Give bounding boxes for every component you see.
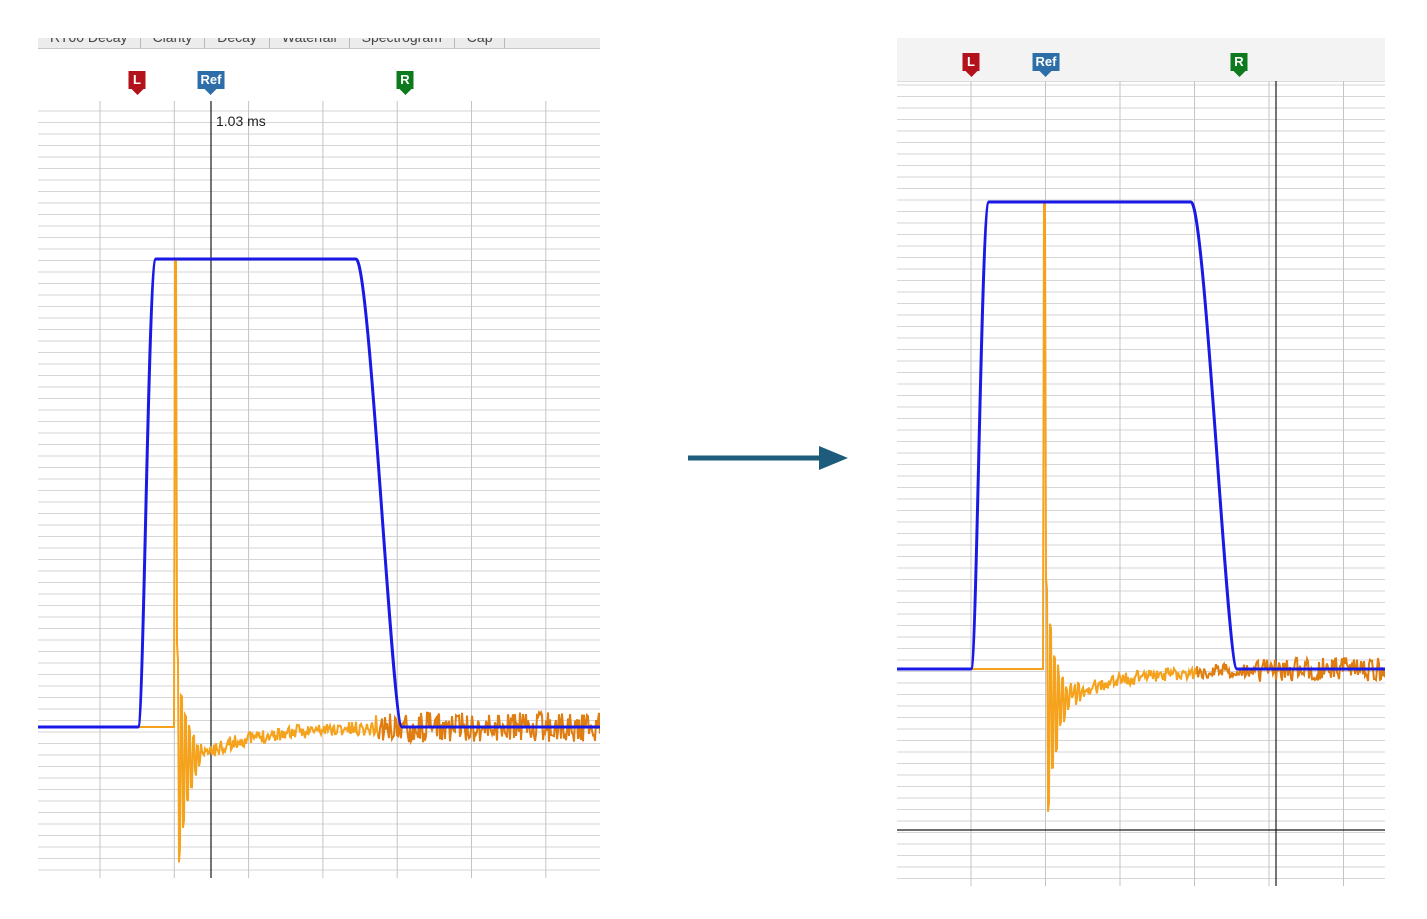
graph-panel-after: L Ref R bbox=[897, 38, 1385, 886]
tab-waterfall[interactable]: Waterfall bbox=[270, 38, 350, 48]
impulse-trace bbox=[897, 201, 1198, 812]
cursor-time-readout: 1.03 ms bbox=[216, 113, 266, 129]
tab-cap[interactable]: Cap bbox=[455, 38, 506, 48]
left-marker-label: L bbox=[962, 53, 980, 71]
tab-spectrogram[interactable]: Spectrogram bbox=[350, 38, 455, 48]
impulse-trace bbox=[38, 260, 379, 863]
ref-marker[interactable]: Ref bbox=[1032, 53, 1060, 77]
marker-pointer-icon bbox=[131, 89, 143, 95]
ref-marker-label: Ref bbox=[1032, 53, 1060, 71]
right-marker-label: R bbox=[396, 71, 414, 89]
impulse-trace bbox=[1196, 654, 1385, 683]
tab-clarity[interactable]: Clarity bbox=[141, 38, 206, 48]
marker-bar: L Ref R bbox=[38, 49, 600, 101]
tab-rt60-decay[interactable]: RT60 Decay bbox=[38, 38, 141, 48]
left-marker[interactable]: L bbox=[962, 53, 980, 77]
graph-panel-before: RT60 Decay Clarity Decay Waterfall Spect… bbox=[38, 38, 600, 878]
step-trace bbox=[897, 200, 1385, 671]
marker-pointer-icon bbox=[965, 71, 977, 77]
step-trace bbox=[38, 257, 600, 729]
marker-pointer-icon bbox=[399, 89, 411, 95]
left-marker[interactable]: L bbox=[128, 71, 146, 95]
right-marker-label: R bbox=[1230, 53, 1248, 71]
tab-decay[interactable]: Decay bbox=[205, 38, 270, 48]
marker-bar: L Ref R bbox=[897, 38, 1385, 82]
impulse-plot[interactable] bbox=[897, 81, 1385, 886]
marker-pointer-icon bbox=[204, 89, 217, 95]
impulse-plot[interactable] bbox=[38, 101, 600, 878]
marker-pointer-icon bbox=[1039, 71, 1052, 77]
right-marker[interactable]: R bbox=[1230, 53, 1248, 77]
ref-marker-label: Ref bbox=[197, 71, 225, 89]
graph-tabs: RT60 Decay Clarity Decay Waterfall Spect… bbox=[38, 38, 600, 49]
marker-pointer-icon bbox=[1233, 71, 1245, 77]
left-marker-label: L bbox=[128, 71, 146, 89]
right-arrow-icon bbox=[688, 446, 848, 470]
right-marker[interactable]: R bbox=[396, 71, 414, 95]
ref-marker[interactable]: Ref bbox=[197, 71, 225, 95]
